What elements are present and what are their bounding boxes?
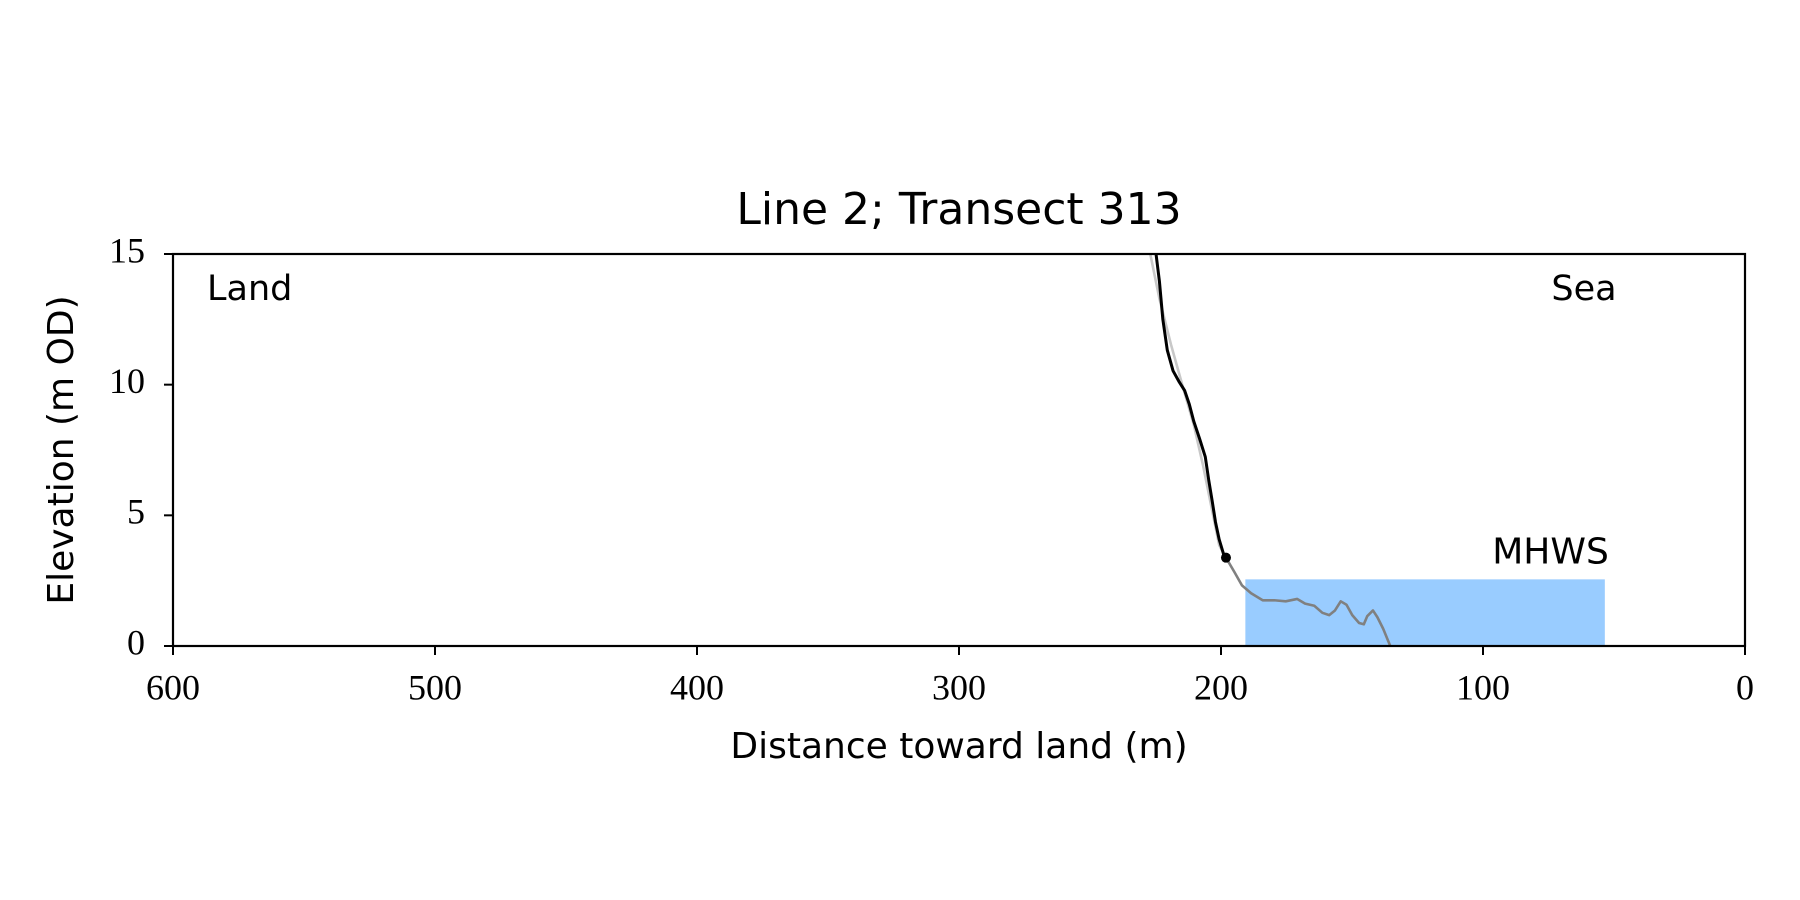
x-tick-label: 600 xyxy=(146,667,200,707)
mhws-label: MHWS xyxy=(1492,531,1609,572)
profile-line xyxy=(1154,253,1228,559)
x-tick-label: 400 xyxy=(670,667,724,707)
y-tick-label: 10 xyxy=(109,361,145,401)
mhws-region xyxy=(1245,579,1605,646)
x-tick-label: 200 xyxy=(1194,667,1248,707)
y-tick-label: 0 xyxy=(127,622,145,662)
y-tick-label: 5 xyxy=(127,492,145,532)
x-tick-label: 100 xyxy=(1456,667,1510,707)
x-tick-label: 500 xyxy=(408,667,462,707)
land-label: Land xyxy=(207,269,292,309)
x-axis-label: Distance toward land (m) xyxy=(730,726,1187,767)
sea-label: Sea xyxy=(1551,269,1616,309)
x-tick-label: 0 xyxy=(1736,667,1754,707)
y-tick-label: 15 xyxy=(109,230,145,270)
profile-line xyxy=(1224,557,1392,647)
x-tick-label: 300 xyxy=(932,667,986,707)
y-axis-label: Elevation (m OD) xyxy=(41,295,82,604)
marker xyxy=(1220,552,1231,563)
chart-title: Line 2; Transect 313 xyxy=(736,184,1181,235)
